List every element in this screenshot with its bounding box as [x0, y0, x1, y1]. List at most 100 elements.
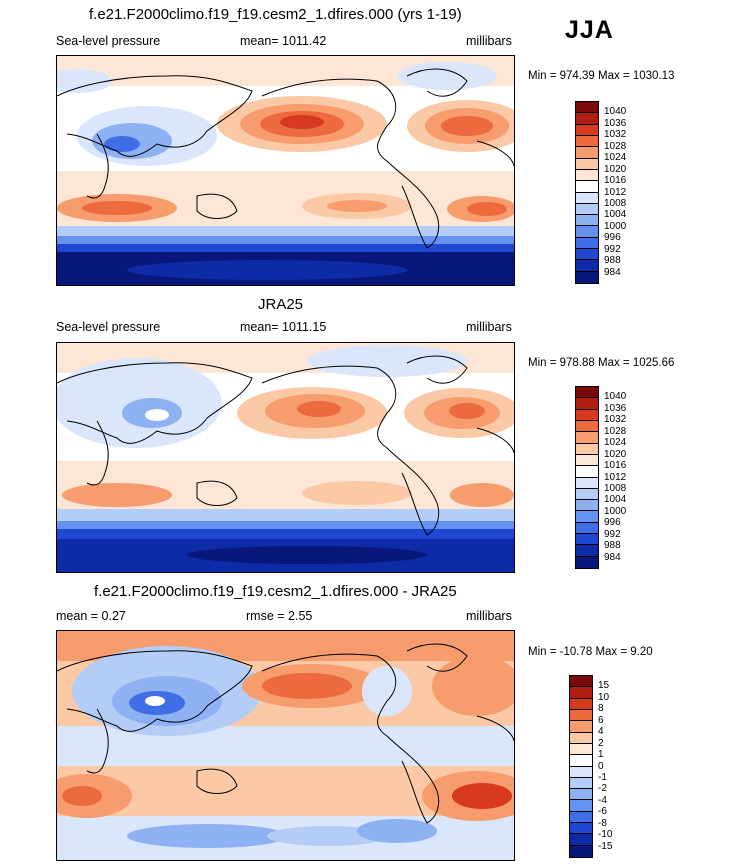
colorbar-swatch: [576, 169, 598, 182]
colorbar-swatch: [576, 432, 598, 444]
colorbar-swatch: [576, 398, 598, 410]
colorbar-tick-label: 1008: [604, 482, 627, 494]
colorbar-tick-label: 1016: [604, 175, 627, 187]
colorbar-tick-label: 1012: [604, 186, 627, 198]
colorbar-tick-label: 1012: [604, 471, 627, 483]
panel-3-mean-label: mean = 0.27: [56, 609, 126, 623]
colorbar-tick-label: 1004: [604, 209, 627, 221]
panel-2-map: [56, 342, 515, 573]
colorbar-swatch: [576, 466, 598, 478]
colorbar-tick-label: 1032: [604, 129, 627, 141]
colorbar-swatch: [570, 698, 592, 710]
colorbar-swatch: [576, 454, 598, 467]
colorbar-tick-label: 992: [604, 243, 621, 255]
panel-3-map: [56, 630, 515, 861]
colorbar-swatch: [576, 181, 598, 193]
colorbar-tick-label: 1036: [604, 402, 627, 414]
panel-1-colorbar: [575, 101, 599, 284]
colorbar-swatch: [576, 271, 598, 283]
colorbar-swatch: [576, 511, 598, 523]
colorbar-swatch: [576, 545, 598, 557]
panel-2-mean-label: mean= 1011.15: [240, 320, 327, 334]
colorbar-tick-label: 984: [604, 551, 621, 563]
colorbar-swatch: [576, 192, 598, 204]
panel-2-title: JRA25: [258, 296, 304, 313]
colorbar-swatch: [576, 477, 598, 489]
colorbar-tick-label: -15: [598, 840, 613, 852]
colorbar-swatch: [570, 687, 592, 699]
panel-1-units-label: millibars: [466, 34, 512, 48]
colorbar-tick-label: 8: [598, 703, 604, 715]
colorbar-swatch: [576, 226, 598, 238]
colorbar-swatch: [576, 249, 598, 261]
panel-1-title: f.e21.F2000climo.f19_f19.cesm2_1.dfires.…: [89, 6, 462, 23]
colorbar-tick-label: 996: [604, 232, 621, 244]
colorbar-swatch: [570, 755, 592, 767]
panel-2-minmax-label: Min = 978.88 Max = 1025.66: [528, 357, 675, 369]
panel-3-colorbar: [569, 675, 593, 858]
colorbar-tick-label: 1028: [604, 425, 627, 437]
colorbar-swatch: [576, 124, 598, 136]
panel-3-minmax-label: Min = -10.78 Max = 9.20: [528, 646, 653, 658]
colorbar-tick-label: 15: [598, 680, 610, 692]
colorbar-tick-label: 1008: [604, 197, 627, 209]
panel-1-map: [56, 55, 515, 286]
colorbar-swatch: [570, 800, 592, 812]
colorbar-swatch: [570, 721, 592, 733]
colorbar-swatch: [576, 534, 598, 546]
colorbar-swatch: [576, 102, 598, 114]
colorbar-swatch: [570, 676, 592, 688]
colorbar-tick-label: 1024: [604, 437, 627, 449]
colorbar-tick-label: 1040: [604, 391, 627, 403]
panel-3-rmse-label: rmse = 2.55: [246, 609, 313, 623]
colorbar-tick-label: 1032: [604, 414, 627, 426]
colorbar-tick-label: 1040: [604, 106, 627, 118]
colorbar-tick-label: 1024: [604, 152, 627, 164]
panel-3-map-plot: [57, 631, 514, 860]
colorbar-swatch: [576, 443, 598, 455]
colorbar-tick-label: 1000: [604, 220, 627, 232]
colorbar-swatch: [576, 488, 598, 501]
colorbar-tick-label: 1028: [604, 140, 627, 152]
colorbar-swatch: [570, 789, 592, 801]
colorbar-swatch: [576, 237, 598, 250]
colorbar-tick-label: 1016: [604, 460, 627, 472]
colorbar-swatch: [576, 556, 598, 568]
colorbar-tick-label: 10: [598, 691, 610, 703]
colorbar-swatch: [570, 709, 592, 722]
colorbar-swatch: [576, 113, 598, 125]
colorbar-swatch: [576, 387, 598, 399]
panel-3-title: f.e21.F2000climo.f19_f19.cesm2_1.dfires.…: [94, 583, 457, 600]
colorbar-tick-label: 4: [598, 726, 604, 738]
colorbar-tick-label: 0: [598, 760, 604, 772]
colorbar-swatch: [576, 260, 598, 272]
colorbar-swatch: [576, 135, 598, 148]
panel-3-units-label: millibars: [466, 609, 512, 623]
colorbar-tick-label: 1020: [604, 448, 627, 460]
colorbar-swatch: [570, 845, 592, 857]
colorbar-swatch: [576, 500, 598, 512]
colorbar-swatch: [576, 147, 598, 159]
colorbar-tick-label: 1036: [604, 117, 627, 129]
colorbar-tick-label: -8: [598, 817, 607, 829]
colorbar-tick-label: 988: [604, 255, 621, 267]
colorbar-tick-label: 984: [604, 266, 621, 278]
panel-1-map-plot: [57, 56, 514, 285]
colorbar-tick-label: 6: [598, 714, 604, 726]
colorbar-tick-label: 992: [604, 528, 621, 540]
colorbar-swatch: [576, 522, 598, 535]
colorbar-tick-label: 988: [604, 540, 621, 552]
panel-1-variable-label: Sea-level pressure: [56, 34, 161, 48]
panel-1-mean-label: mean= 1011.42: [240, 34, 327, 48]
colorbar-swatch: [570, 766, 592, 778]
panel-1-minmax-label: Min = 974.39 Max = 1030.13: [528, 70, 675, 82]
colorbar-tick-label: -6: [598, 806, 607, 818]
colorbar-tick-label: -1: [598, 771, 607, 783]
colorbar-swatch: [576, 420, 598, 433]
colorbar-swatch: [570, 732, 592, 744]
colorbar-swatch: [576, 409, 598, 421]
colorbar-swatch: [570, 823, 592, 835]
colorbar-tick-label: 1000: [604, 505, 627, 517]
colorbar-swatch: [570, 743, 592, 756]
colorbar-tick-label: 2: [598, 737, 604, 749]
